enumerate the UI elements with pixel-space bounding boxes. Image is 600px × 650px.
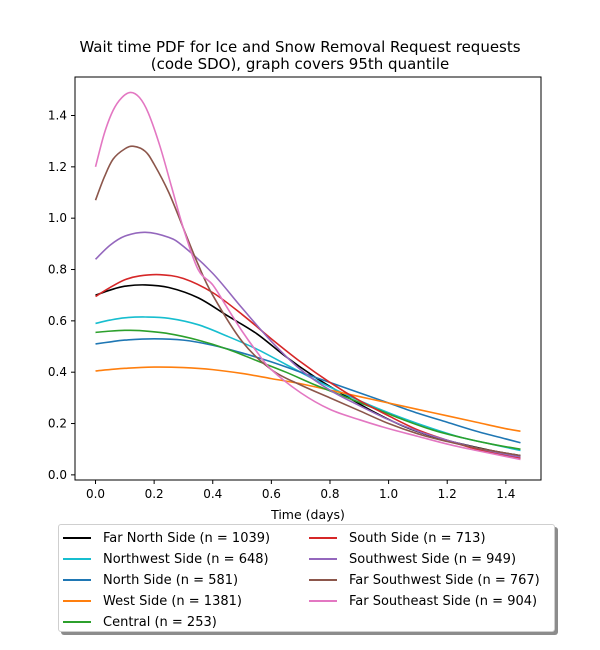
chart-title-line-2: (code SDO), graph covers 95th quantile bbox=[150, 55, 450, 73]
legend-swatch bbox=[63, 600, 91, 602]
x-tick-label: 1.4 bbox=[496, 487, 515, 501]
legend-item: North Side (n = 581) bbox=[63, 571, 238, 589]
legend-swatch bbox=[309, 558, 337, 560]
plot-frame bbox=[74, 76, 542, 481]
y-tick-label: 1.0 bbox=[48, 211, 67, 225]
series-line-8 bbox=[94, 145, 521, 457]
legend-item: Far North Side (n = 1039) bbox=[63, 529, 270, 547]
x-tick-label: 1.2 bbox=[438, 487, 457, 501]
series-line-1 bbox=[95, 284, 521, 457]
plot-lines bbox=[94, 91, 521, 461]
legend-label: Far North Side (n = 1039) bbox=[103, 530, 271, 546]
y-axis-ticks: 0.0 0.2 0.4 0.6 0.8 1.0 1.2 1.4 bbox=[48, 109, 75, 482]
legend-item: Central (n = 253) bbox=[63, 613, 217, 631]
legend-swatch bbox=[63, 579, 91, 581]
legend-item: Southwest Side (n = 949) bbox=[309, 550, 516, 568]
x-axis-ticks: 0.0 0.2 0.4 0.6 0.8 1.0 1.2 1.4 bbox=[86, 480, 515, 501]
legend: Far North Side (n = 1039) Northwest Side … bbox=[58, 524, 555, 632]
legend-item: West Side (n = 1381) bbox=[63, 592, 242, 610]
series-line-9 bbox=[94, 91, 521, 461]
legend-label: West Side (n = 1381) bbox=[103, 593, 242, 609]
x-tick-label: 0.6 bbox=[262, 487, 281, 501]
legend-item: South Side (n = 713) bbox=[309, 529, 486, 547]
legend-label: Far Southwest Side (n = 767) bbox=[349, 572, 540, 588]
series-line-4 bbox=[95, 366, 521, 433]
legend-item: Northwest Side (n = 648) bbox=[63, 550, 269, 568]
y-tick-label: 0.4 bbox=[48, 365, 67, 379]
legend-swatch bbox=[63, 621, 91, 623]
legend-label: Central (n = 253) bbox=[103, 614, 217, 630]
series-line-2 bbox=[95, 316, 521, 452]
legend-item: Far Southeast Side (n = 904) bbox=[309, 592, 537, 610]
legend-label: Southwest Side (n = 949) bbox=[349, 551, 517, 567]
legend-label: South Side (n = 713) bbox=[349, 530, 486, 546]
series-line-3 bbox=[95, 338, 521, 444]
x-tick-label: 1.0 bbox=[379, 487, 398, 501]
legend-swatch bbox=[63, 558, 91, 560]
y-tick-label: 1.2 bbox=[48, 160, 67, 174]
legend-label: North Side (n = 581) bbox=[103, 572, 239, 588]
y-tick-label: 0.2 bbox=[48, 417, 67, 431]
x-tick-label: 0.0 bbox=[86, 487, 105, 501]
legend-item: Far Southwest Side (n = 767) bbox=[309, 571, 540, 589]
legend-label: Far Southeast Side (n = 904) bbox=[349, 593, 538, 609]
chart-title-line-1: Wait time PDF for Ice and Snow Removal R… bbox=[79, 38, 521, 56]
x-axis-label: Time (days) bbox=[270, 507, 345, 522]
series-line-7 bbox=[94, 231, 521, 458]
legend-swatch bbox=[309, 579, 337, 581]
legend-swatch bbox=[63, 537, 91, 539]
x-tick-label: 0.2 bbox=[145, 487, 164, 501]
y-tick-label: 0.0 bbox=[48, 468, 67, 482]
legend-label: Northwest Side (n = 648) bbox=[103, 551, 269, 567]
series-line-5 bbox=[95, 329, 521, 450]
y-tick-label: 1.4 bbox=[48, 109, 67, 123]
legend-swatch bbox=[309, 600, 337, 602]
x-tick-label: 0.8 bbox=[320, 487, 339, 501]
y-tick-label: 0.8 bbox=[48, 263, 67, 277]
y-tick-label: 0.6 bbox=[48, 314, 67, 328]
x-tick-label: 0.4 bbox=[203, 487, 222, 501]
legend-swatch bbox=[309, 537, 337, 539]
